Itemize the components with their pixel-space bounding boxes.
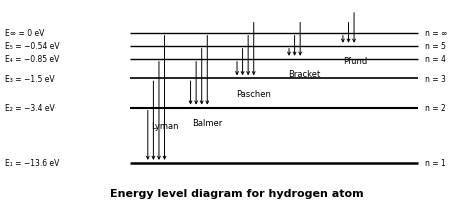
Text: E₁ = −13.6 eV: E₁ = −13.6 eV — [5, 159, 59, 168]
Text: E₂ = −3.4 eV: E₂ = −3.4 eV — [5, 104, 55, 112]
Text: n = 3: n = 3 — [425, 74, 446, 83]
Text: Paschen: Paschen — [236, 89, 271, 98]
Text: Lyman: Lyman — [151, 121, 179, 130]
Text: Energy level diagram for hydrogen atom: Energy level diagram for hydrogen atom — [110, 188, 364, 198]
Text: n = ∞: n = ∞ — [425, 29, 447, 38]
Text: E₃ = −1.5 eV: E₃ = −1.5 eV — [5, 74, 55, 83]
Text: Balmer: Balmer — [191, 119, 222, 127]
Text: n = 2: n = 2 — [425, 104, 446, 112]
Text: Bracket: Bracket — [288, 70, 320, 79]
Text: E₄ = −0.85 eV: E₄ = −0.85 eV — [5, 55, 59, 64]
Text: n = 1: n = 1 — [425, 159, 446, 168]
Text: n = 5: n = 5 — [425, 42, 446, 51]
Text: E₅ = −0.54 eV: E₅ = −0.54 eV — [5, 42, 59, 51]
Text: n = 4: n = 4 — [425, 55, 446, 64]
Text: Pfund: Pfund — [343, 57, 367, 66]
Text: E∞ = 0 eV: E∞ = 0 eV — [5, 29, 44, 38]
